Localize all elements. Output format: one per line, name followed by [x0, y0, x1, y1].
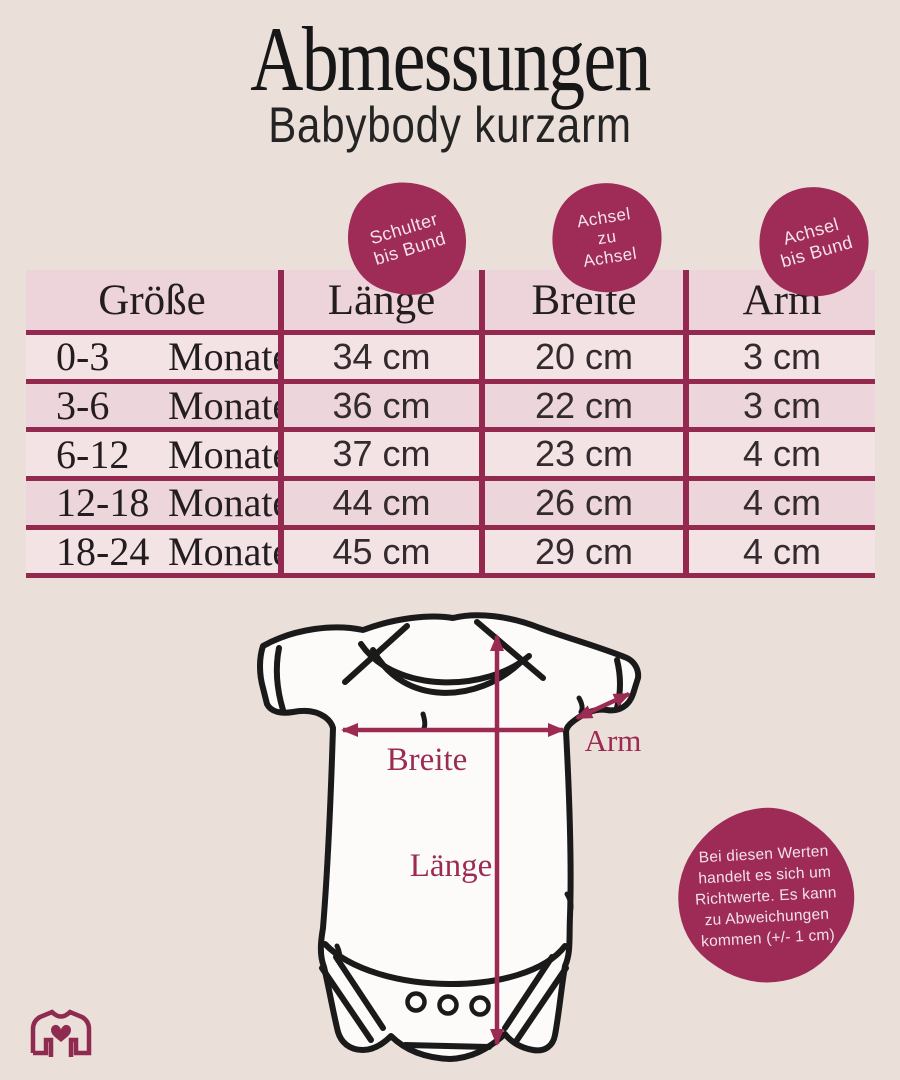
laenge-value: 37 cm	[278, 432, 479, 477]
breite-label: Breite	[387, 742, 468, 778]
size-table-body: 0-3 Monate 34 cm 20 cm 3 cm 3-6 Monate 3…	[26, 335, 875, 579]
breite-value: 29 cm	[479, 529, 683, 574]
laenge-value: 44 cm	[278, 481, 479, 525]
table-row: 12-18 Monate 44 cm 26 cm 4 cm	[26, 481, 875, 530]
breite-value: 22 cm	[479, 383, 683, 428]
size-cell: 3-6 Monate	[26, 384, 278, 428]
measurement-arrows	[341, 634, 631, 1046]
table-row: 3-6 Monate 36 cm 22 cm 3 cm	[26, 383, 875, 433]
stamp-badge-achsel-zu-achsel: Achsel zu Achsel	[555, 186, 659, 290]
table-row: 18-24 Monate 45 cm 29 cm 4 cm	[26, 529, 875, 579]
stamp-badge-achsel-bis-bund: Achsel bis Bund	[762, 190, 866, 294]
arm-value: 4 cm	[683, 529, 875, 574]
size-unit: Monate	[168, 335, 278, 379]
size-range: 0-3	[56, 335, 110, 379]
arm-arrow	[575, 691, 631, 721]
arm-label: Arm	[585, 723, 642, 758]
stamp-badge-schulter-bis-bund: Schulter bis Bund	[350, 186, 464, 292]
size-cell: 12-18 Monate	[26, 481, 278, 525]
size-unit: Monate	[168, 432, 278, 477]
breite-value: 23 cm	[479, 432, 683, 477]
arm-value: 4 cm	[683, 481, 875, 525]
bodysuit-measurement-diagram: Breite Länge Arm	[257, 612, 642, 1062]
size-range: 3-6	[56, 383, 110, 428]
page-subtitle: Babybody kurzarm	[268, 97, 632, 153]
size-cell: 0-3 Monate	[26, 335, 278, 379]
size-range: 6-12	[56, 432, 130, 477]
disclaimer-text: Bei diesen Werten handelt es sich um Ric…	[694, 842, 838, 950]
stamp-badge-label: Achsel zu Achsel	[575, 204, 639, 271]
column-header-groesse: Größe	[98, 276, 206, 324]
laenge-label: Länge	[410, 848, 492, 884]
size-unit: Monate	[168, 529, 278, 574]
arm-value: 4 cm	[683, 432, 875, 477]
bodysuit-drawing	[257, 612, 642, 1062]
size-range: 12-18	[56, 481, 150, 525]
heart-icon	[51, 1024, 71, 1042]
laenge-value: 34 cm	[278, 335, 479, 379]
size-range: 18-24	[56, 529, 150, 574]
size-unit: Monate	[168, 383, 278, 428]
laenge-value: 45 cm	[278, 529, 479, 574]
table-row: 0-3 Monate 34 cm 20 cm 3 cm	[26, 335, 875, 384]
size-table: Größe Länge Breite Arm 0-3 Monate 34 cm …	[26, 270, 875, 579]
size-cell: 6-12 Monate	[26, 432, 278, 476]
breite-value: 20 cm	[479, 335, 683, 379]
disclaimer-badge: Bei diesen Werten handelt es sich um Ric…	[683, 813, 849, 979]
arm-value: 3 cm	[683, 335, 875, 379]
laenge-value: 36 cm	[278, 383, 479, 428]
size-cell: 18-24 Monate	[26, 530, 278, 574]
stamp-badge-label: Achsel bis Bund	[778, 213, 856, 272]
size-unit: Monate	[168, 481, 278, 525]
breite-value: 26 cm	[479, 481, 683, 525]
stamp-badge-label: Schulter bis Bund	[367, 208, 449, 269]
tshirt-heart-logo-icon	[30, 1009, 92, 1057]
table-row: 6-12 Monate 37 cm 23 cm 4 cm	[26, 432, 875, 482]
arm-value: 3 cm	[683, 383, 875, 428]
page-title: Abmessungen	[250, 8, 651, 110]
